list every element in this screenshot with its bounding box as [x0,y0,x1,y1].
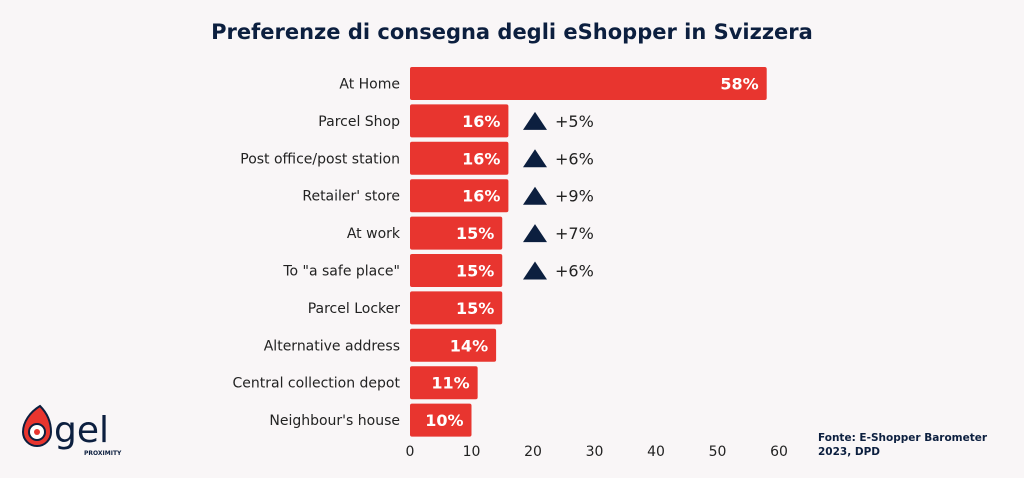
data-label: 11% [431,374,469,393]
data-label: 10% [425,411,463,430]
bar [410,104,509,138]
x-tick-label: 0 [406,444,415,460]
change-label: +6% [555,262,594,281]
category-label: To "a safe place" [282,264,400,280]
change-label: +7% [555,224,594,243]
up-triangle-icon [523,186,547,205]
bar [410,403,472,437]
svg-text:gel: gel [54,410,109,451]
category-label: Neighbour's house [269,413,400,429]
bar [410,179,509,213]
bar [410,254,503,287]
source-note: Fonte: E-Shopper Barometer 2023, DPD [818,432,988,458]
up-triangle-icon [523,224,547,243]
x-tick-label: 60 [770,444,788,460]
category-label: Central collection depot [233,376,401,392]
change-label: +9% [555,187,594,206]
x-tick-label: 20 [524,444,542,460]
data-label: 58% [720,75,758,94]
x-tick-label: 30 [586,444,604,460]
gel-proximity-logo: gel PROXIMITY [21,404,122,457]
category-label: Post office/post station [240,151,400,167]
x-tick-label: 10 [463,444,481,460]
data-label: 14% [450,336,488,355]
chart-title: Preferenze di consegna degli eShopper in… [211,20,813,44]
category-label: Parcel Shop [318,114,400,130]
data-label: 15% [456,262,494,281]
data-label: 16% [462,112,500,131]
change-label: +6% [555,149,594,168]
bar [410,291,503,325]
x-tick-label: 50 [709,444,727,460]
up-triangle-icon [523,149,547,168]
change-label: +5% [555,112,594,131]
up-triangle-icon [523,261,547,280]
category-label: Retailer' store [302,189,400,205]
data-label: 15% [456,299,494,318]
x-tick-label: 40 [647,444,665,460]
data-label: 16% [462,187,500,206]
bar [410,328,497,362]
category-label: At work [347,226,401,242]
bar [410,366,478,400]
bar [410,216,503,250]
category-label: Alternative address [264,338,400,354]
bar [410,141,509,175]
category-label: At Home [339,77,400,93]
up-triangle-icon [523,111,547,130]
data-label: 15% [456,224,494,243]
bar [410,67,767,100]
svg-text:PROXIMITY: PROXIMITY [84,450,122,457]
category-label: Parcel Locker [308,301,401,317]
data-label: 16% [462,149,500,168]
